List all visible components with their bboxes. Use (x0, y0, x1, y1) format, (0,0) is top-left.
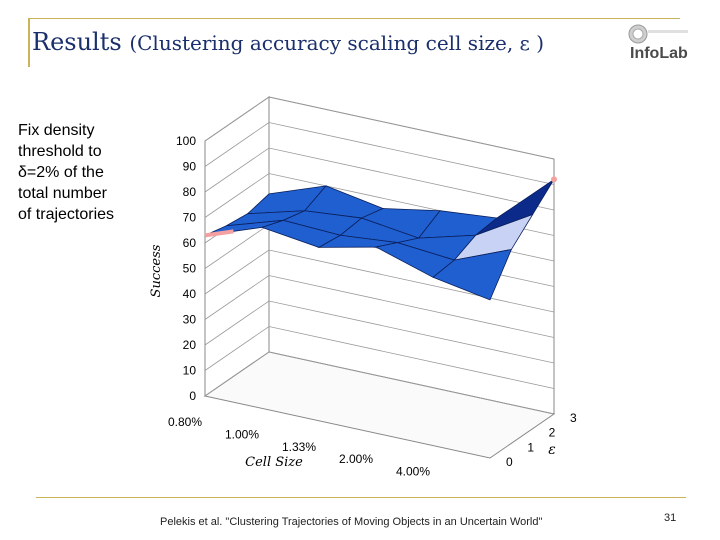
title-main: Results (32, 28, 122, 56)
page-number: 31 (664, 512, 677, 524)
epsilon-tick-label: 1 (527, 440, 534, 454)
gridline (204, 147, 555, 211)
gridline (204, 351, 555, 415)
epsilon-tick-label: 3 (570, 411, 577, 425)
gridline (204, 249, 555, 313)
infolab-logo: InfoLab (628, 24, 688, 62)
x-tick-label: 2.00% (339, 452, 373, 466)
y-tick-label: 40 (183, 287, 197, 301)
side-note-line: total number (18, 185, 107, 202)
gridline (204, 300, 555, 364)
gridline (204, 122, 555, 185)
gridline (204, 326, 555, 389)
footer-citation: Pelekis et al. "Clustering Trajectories … (160, 516, 543, 528)
side-note-line: threshold to (18, 143, 102, 160)
side-note-line: Fix density (18, 122, 95, 139)
epsilon-axis-label: ε (548, 442, 556, 458)
y-tick-label: 100 (176, 134, 196, 148)
x-axis-label: Cell Size (245, 455, 303, 470)
slide-title: Results (Clustering accuracy scaling cel… (32, 28, 544, 56)
surface-chart: 01020304050607080901000.80%1.00%1.33%2.0… (149, 96, 577, 476)
title-frame (28, 18, 680, 67)
highlight-peak (551, 176, 557, 183)
logo-text: InfoLab (630, 45, 688, 62)
side-note-line: δ=2% of the (18, 164, 104, 181)
y-tick-label: 50 (183, 262, 197, 276)
surface-patch (432, 249, 512, 301)
y-tick-label: 90 (183, 160, 197, 174)
y-tick-label: 70 (183, 211, 197, 225)
gridline (204, 275, 555, 338)
y-tick-label: 20 (183, 338, 197, 352)
x-tick-label: 0.80% (168, 415, 202, 429)
title-subtitle: (Clustering accuracy scaling cell size, … (129, 31, 545, 55)
y-tick-label: 30 (183, 313, 197, 327)
gridline (204, 96, 555, 160)
y-tick-label: 80 (183, 185, 197, 199)
side-note-line: of trajectories (18, 206, 115, 223)
highlight-edge (204, 229, 234, 238)
y-tick-label: 60 (183, 236, 197, 250)
y-tick-label: 0 (189, 389, 196, 403)
x-tick-label: 1.33% (282, 440, 316, 454)
y-axis-label: Success (149, 244, 164, 297)
epsilon-tick-label: 0 (506, 455, 513, 469)
footer-divider (36, 497, 686, 498)
side-note: Fix density threshold to δ=2% of the tot… (18, 120, 153, 225)
x-tick-label: 4.00% (396, 465, 430, 476)
x-tick-label: 1.00% (225, 427, 259, 441)
y-tick-label: 10 (183, 364, 197, 378)
epsilon-tick-label: 2 (549, 426, 556, 440)
